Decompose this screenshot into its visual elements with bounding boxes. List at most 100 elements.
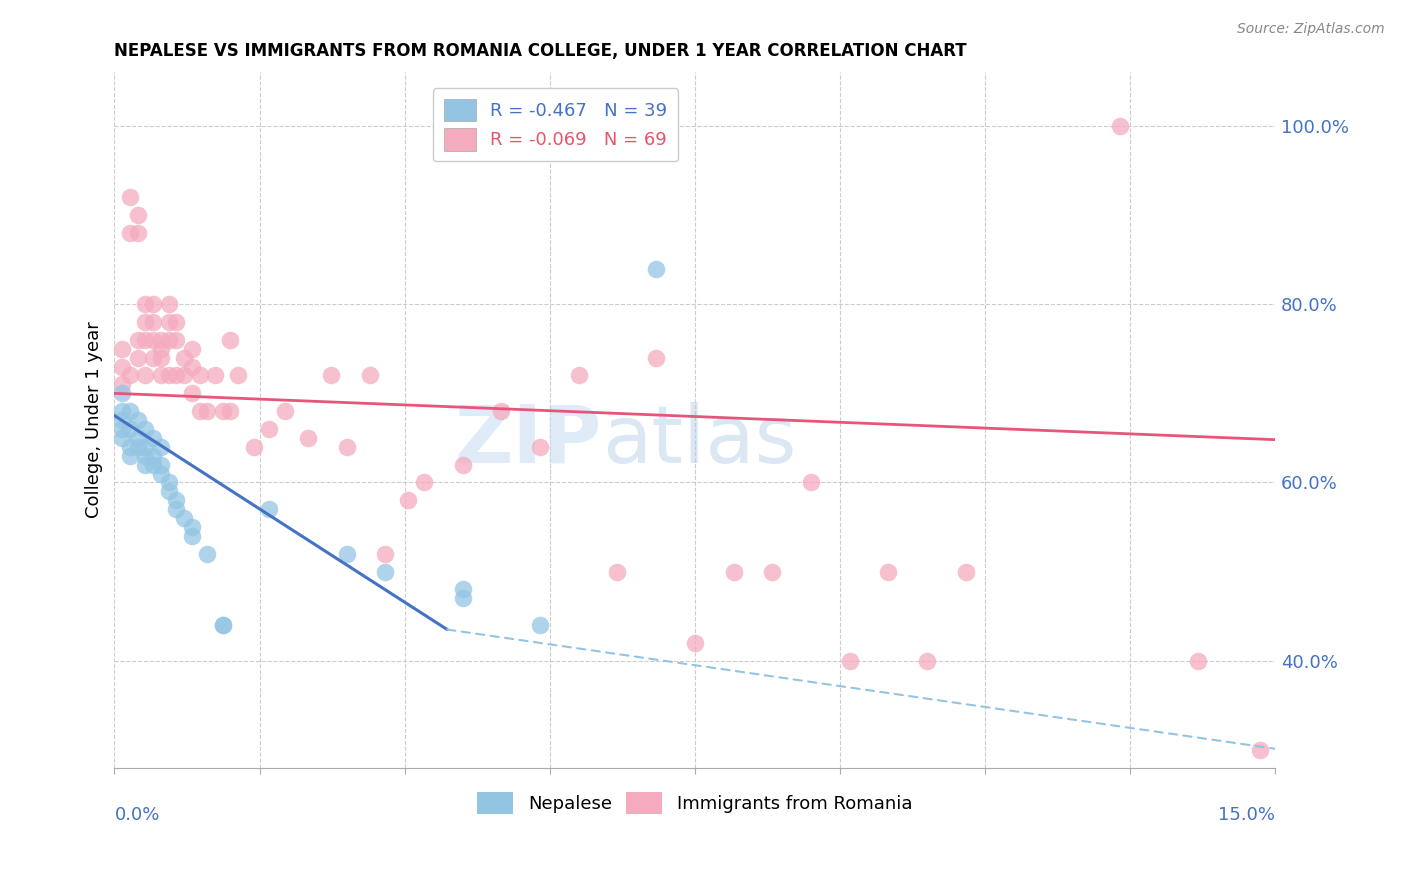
Point bbox=[142, 315, 165, 329]
Point bbox=[173, 368, 195, 383]
Point bbox=[257, 502, 280, 516]
Point bbox=[118, 440, 141, 454]
Point bbox=[111, 431, 134, 445]
Point bbox=[142, 297, 165, 311]
Point bbox=[645, 351, 668, 365]
Point bbox=[761, 565, 783, 579]
Point bbox=[451, 591, 474, 606]
Point bbox=[149, 333, 172, 347]
Point bbox=[319, 368, 342, 383]
Point bbox=[273, 404, 295, 418]
Point bbox=[165, 315, 187, 329]
Point bbox=[118, 422, 141, 436]
Point bbox=[157, 368, 180, 383]
Point bbox=[127, 333, 149, 347]
Point bbox=[118, 226, 141, 240]
Point bbox=[134, 315, 156, 329]
Point bbox=[149, 351, 172, 365]
Point bbox=[645, 261, 668, 276]
Text: 15.0%: 15.0% bbox=[1218, 806, 1275, 824]
Text: 0.0%: 0.0% bbox=[114, 806, 160, 824]
Point bbox=[111, 422, 134, 436]
Point bbox=[118, 190, 141, 204]
Point bbox=[219, 404, 242, 418]
Point bbox=[219, 333, 242, 347]
Point bbox=[451, 458, 474, 472]
Point bbox=[529, 618, 551, 632]
Point bbox=[211, 404, 233, 418]
Point bbox=[157, 475, 180, 490]
Point bbox=[157, 333, 180, 347]
Point bbox=[683, 636, 706, 650]
Point bbox=[118, 404, 141, 418]
Point bbox=[180, 359, 202, 374]
Point bbox=[127, 208, 149, 222]
Point bbox=[142, 449, 165, 463]
Point bbox=[723, 565, 745, 579]
Point bbox=[142, 351, 165, 365]
Point bbox=[336, 547, 359, 561]
Point bbox=[226, 368, 249, 383]
Point bbox=[413, 475, 436, 490]
Point bbox=[134, 297, 156, 311]
Point bbox=[118, 368, 141, 383]
Point bbox=[142, 458, 165, 472]
Text: Source: ZipAtlas.com: Source: ZipAtlas.com bbox=[1237, 22, 1385, 37]
Point bbox=[173, 511, 195, 525]
Point bbox=[134, 440, 156, 454]
Point bbox=[165, 333, 187, 347]
Point bbox=[127, 351, 149, 365]
Point bbox=[111, 359, 134, 374]
Point bbox=[127, 413, 149, 427]
Point bbox=[915, 654, 938, 668]
Text: ZIP: ZIP bbox=[454, 402, 602, 480]
Point bbox=[180, 520, 202, 534]
Point bbox=[211, 618, 233, 632]
Point bbox=[127, 440, 149, 454]
Point bbox=[297, 431, 319, 445]
Point bbox=[111, 377, 134, 392]
Point bbox=[195, 404, 218, 418]
Point bbox=[134, 368, 156, 383]
Text: atlas: atlas bbox=[602, 402, 796, 480]
Point bbox=[134, 458, 156, 472]
Legend: Nepalese, Immigrants from Romania: Nepalese, Immigrants from Romania bbox=[470, 785, 920, 822]
Point bbox=[606, 565, 628, 579]
Point bbox=[180, 529, 202, 543]
Y-axis label: College, Under 1 year: College, Under 1 year bbox=[86, 322, 103, 518]
Point bbox=[800, 475, 823, 490]
Point bbox=[568, 368, 591, 383]
Point bbox=[127, 226, 149, 240]
Point bbox=[211, 618, 233, 632]
Point bbox=[165, 493, 187, 508]
Point bbox=[165, 502, 187, 516]
Point bbox=[134, 333, 156, 347]
Point bbox=[242, 440, 264, 454]
Point bbox=[149, 458, 172, 472]
Point bbox=[165, 368, 187, 383]
Point bbox=[134, 449, 156, 463]
Text: NEPALESE VS IMMIGRANTS FROM ROMANIA COLLEGE, UNDER 1 YEAR CORRELATION CHART: NEPALESE VS IMMIGRANTS FROM ROMANIA COLL… bbox=[114, 42, 967, 60]
Point bbox=[111, 413, 134, 427]
Point bbox=[157, 297, 180, 311]
Point bbox=[149, 440, 172, 454]
Point bbox=[188, 368, 211, 383]
Point bbox=[127, 431, 149, 445]
Point bbox=[149, 368, 172, 383]
Point bbox=[149, 342, 172, 356]
Point bbox=[204, 368, 226, 383]
Point bbox=[491, 404, 513, 418]
Point bbox=[955, 565, 977, 579]
Point bbox=[1109, 119, 1132, 133]
Point bbox=[188, 404, 211, 418]
Point bbox=[118, 449, 141, 463]
Point bbox=[195, 547, 218, 561]
Point bbox=[359, 368, 381, 383]
Point bbox=[111, 386, 134, 401]
Point bbox=[157, 484, 180, 499]
Point bbox=[838, 654, 860, 668]
Point bbox=[180, 386, 202, 401]
Point bbox=[149, 467, 172, 481]
Point bbox=[111, 342, 134, 356]
Point bbox=[398, 493, 420, 508]
